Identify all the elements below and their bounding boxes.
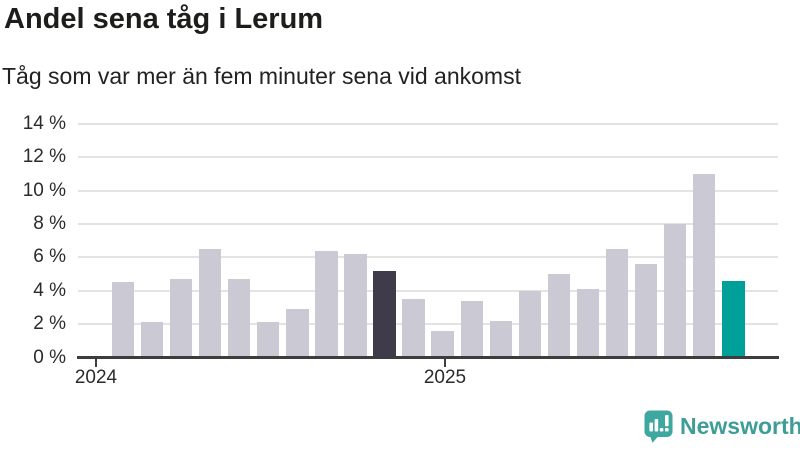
bar: [198, 248, 222, 358]
bar: [431, 330, 454, 358]
x-axis-line: [77, 356, 779, 359]
y-axis-tick-label: 4 %: [33, 279, 66, 301]
gridline: [78, 156, 778, 159]
gridline: [78, 189, 778, 192]
chart-subtitle: Tåg som var mer än fem minuter sena vid …: [2, 63, 521, 89]
bar: [140, 322, 164, 358]
bar: [518, 290, 542, 358]
bar: [460, 300, 483, 358]
y-axis-tick-label: 2 %: [33, 313, 66, 335]
gridline: [78, 222, 778, 225]
bar: [315, 250, 338, 358]
bar: [169, 279, 193, 358]
x-axis-tick: [95, 359, 97, 367]
bar: [373, 270, 396, 358]
newsworthy-wordmark: Newsworthy: [680, 413, 800, 439]
bar: [227, 279, 251, 358]
bar: [257, 322, 280, 358]
bar: [664, 223, 687, 358]
newsworthy-logo[interactable]: Newsworthy: [644, 410, 800, 443]
bar: [111, 282, 135, 358]
x-axis-tick-label: 2024: [74, 367, 118, 388]
gridline: [78, 256, 778, 259]
chart-title: Andel sena tåg i Lerum: [4, 3, 324, 35]
x-axis-tick-label: 2025: [423, 367, 467, 388]
bar: [402, 299, 425, 358]
y-axis-tick-label: 6 %: [33, 246, 66, 268]
bar: [489, 320, 512, 358]
bar: [693, 173, 716, 358]
y-axis-tick-label: 8 %: [33, 212, 66, 234]
gridline: [78, 122, 778, 125]
y-axis-tick-label: 0 %: [33, 346, 66, 368]
bar: [286, 309, 309, 358]
gridline: [78, 289, 778, 292]
bar: [722, 280, 745, 358]
newsworthy-bubble-bar-chart-icon: [644, 410, 673, 443]
x-axis-tick: [444, 359, 446, 367]
bar: [634, 263, 658, 358]
y-axis-tick-label: 10 %: [22, 179, 66, 201]
bar: [605, 248, 629, 358]
bar: [344, 253, 367, 358]
y-axis-tick-label: 12 %: [22, 146, 66, 168]
gridline: [78, 323, 778, 326]
y-axis-tick-label: 14 %: [22, 112, 66, 134]
bar: [576, 289, 600, 358]
bar: [547, 274, 571, 358]
